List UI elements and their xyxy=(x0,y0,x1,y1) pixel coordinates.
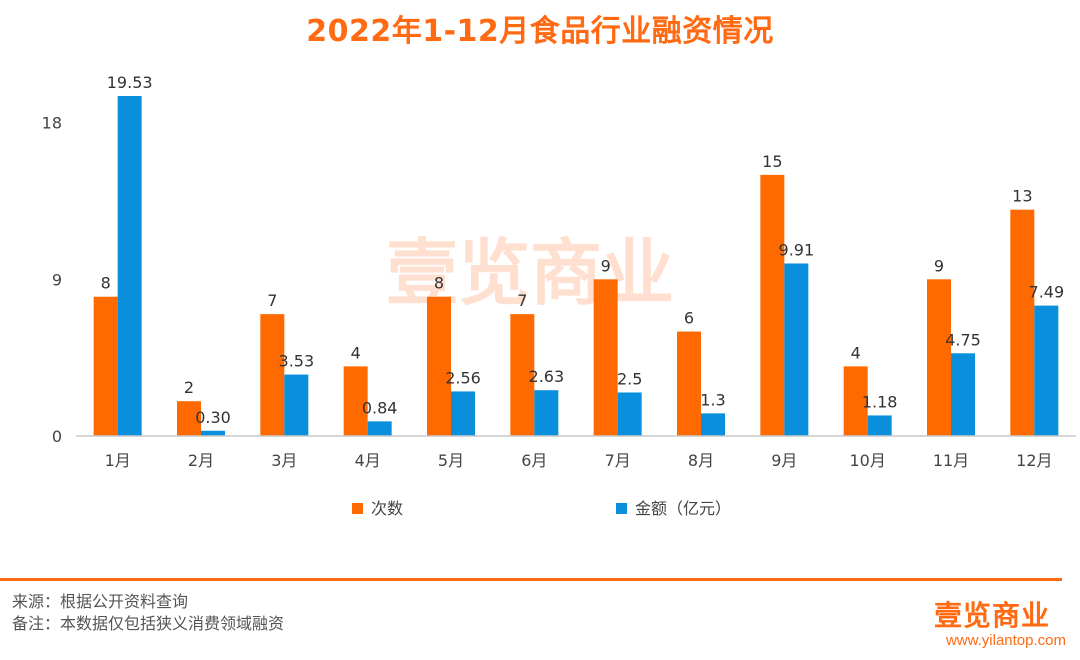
x-tick-label: 10月 xyxy=(849,451,885,470)
x-tick-label: 12月 xyxy=(1016,451,1052,470)
brand-logo: 壹览商业 xyxy=(933,599,1050,632)
legend-item-amount: 金额（亿元） xyxy=(616,499,731,518)
legend-swatch xyxy=(616,503,627,514)
legend-item-count: 次数 xyxy=(352,499,403,518)
data-label-amount: 19.53 xyxy=(107,73,153,92)
data-label-amount: 2.63 xyxy=(529,367,565,386)
bar-amount xyxy=(367,421,392,436)
source-note: 来源：根据公开资料查询 xyxy=(12,592,189,611)
bar-count xyxy=(93,296,118,436)
bar-amount xyxy=(867,415,892,436)
data-label-amount: 2.56 xyxy=(445,368,481,387)
x-tick-label: 5月 xyxy=(438,451,464,470)
x-tick-label: 7月 xyxy=(605,451,631,470)
data-label-count: 8 xyxy=(101,274,111,293)
data-label-count: 4 xyxy=(351,343,361,362)
data-label-count: 7 xyxy=(517,291,527,310)
brand-url[interactable]: www.yilantop.com xyxy=(945,632,1066,649)
footer-divider xyxy=(0,578,1062,581)
bar-amount xyxy=(284,374,309,436)
bar-count xyxy=(343,366,368,436)
data-label-amount: 3.53 xyxy=(279,352,315,371)
data-label-amount: 0.30 xyxy=(195,408,231,427)
x-tick-label: 4月 xyxy=(355,451,381,470)
legend-label: 次数 xyxy=(371,499,403,518)
y-tick-label: 9 xyxy=(52,270,62,289)
data-label-count: 2 xyxy=(184,378,194,397)
bar-count xyxy=(510,314,535,436)
x-axis: 1月 2月 3月 4月 5月 6月 7月 8月 9月 10月 11月 12月 xyxy=(76,435,1076,470)
bar-amount xyxy=(201,430,225,436)
bar-amount xyxy=(534,390,559,436)
x-tick-label: 11月 xyxy=(933,451,969,470)
data-label-count: 8 xyxy=(434,274,444,293)
bars xyxy=(93,96,1059,436)
x-tick-label: 8月 xyxy=(688,451,714,470)
data-label-count: 13 xyxy=(1012,187,1032,206)
bar-count xyxy=(260,314,285,436)
data-label-amount: 9.91 xyxy=(779,240,815,259)
data-label-count: 6 xyxy=(684,309,694,328)
x-tick-label: 3月 xyxy=(271,451,297,470)
chart-title: 2022年1-12月食品行业融资情况 xyxy=(306,14,774,49)
bar-count xyxy=(427,296,451,436)
bar-amount xyxy=(117,96,142,436)
bar-count xyxy=(177,401,201,436)
bar-amount xyxy=(951,353,975,436)
data-label-amount: 2.5 xyxy=(617,369,642,388)
data-label-amount: 4.75 xyxy=(945,330,981,349)
bar-count xyxy=(593,279,618,436)
bar-amount xyxy=(784,263,809,436)
x-tick-label: 2月 xyxy=(188,451,214,470)
data-label-count: 9 xyxy=(601,256,611,275)
bar-count xyxy=(677,331,701,436)
bar-count xyxy=(927,279,951,436)
legend-swatch xyxy=(352,503,363,514)
data-label-amount: 1.3 xyxy=(700,390,725,409)
remark-note: 备注：本数据仅包括狭义消费领域融资 xyxy=(12,614,285,633)
bar-amount xyxy=(1034,305,1059,436)
bar-count xyxy=(1010,209,1035,436)
data-label-amount: 1.18 xyxy=(862,392,898,411)
data-label-count: 7 xyxy=(267,291,277,310)
x-tick-label: 9月 xyxy=(771,451,797,470)
data-label-amount: 0.84 xyxy=(362,398,398,417)
data-label-amount: 7.49 xyxy=(1029,283,1065,302)
bar-count xyxy=(843,366,868,436)
legend: 次数 金额（亿元） xyxy=(352,499,731,518)
data-label-count: 4 xyxy=(851,343,861,362)
bar-amount xyxy=(701,413,725,436)
data-label-count: 15 xyxy=(762,152,782,171)
legend-label: 金额（亿元） xyxy=(635,499,731,518)
bar-amount xyxy=(617,392,642,436)
x-tick-label: 6月 xyxy=(521,451,547,470)
x-tick-label: 1月 xyxy=(105,451,131,470)
bar-amount xyxy=(451,391,475,436)
bar-count xyxy=(760,174,785,436)
y-tick-label: 18 xyxy=(42,114,62,133)
data-label-count: 9 xyxy=(934,256,944,275)
y-tick-label: 0 xyxy=(52,427,62,446)
y-axis: 0 9 18 xyxy=(42,114,62,446)
